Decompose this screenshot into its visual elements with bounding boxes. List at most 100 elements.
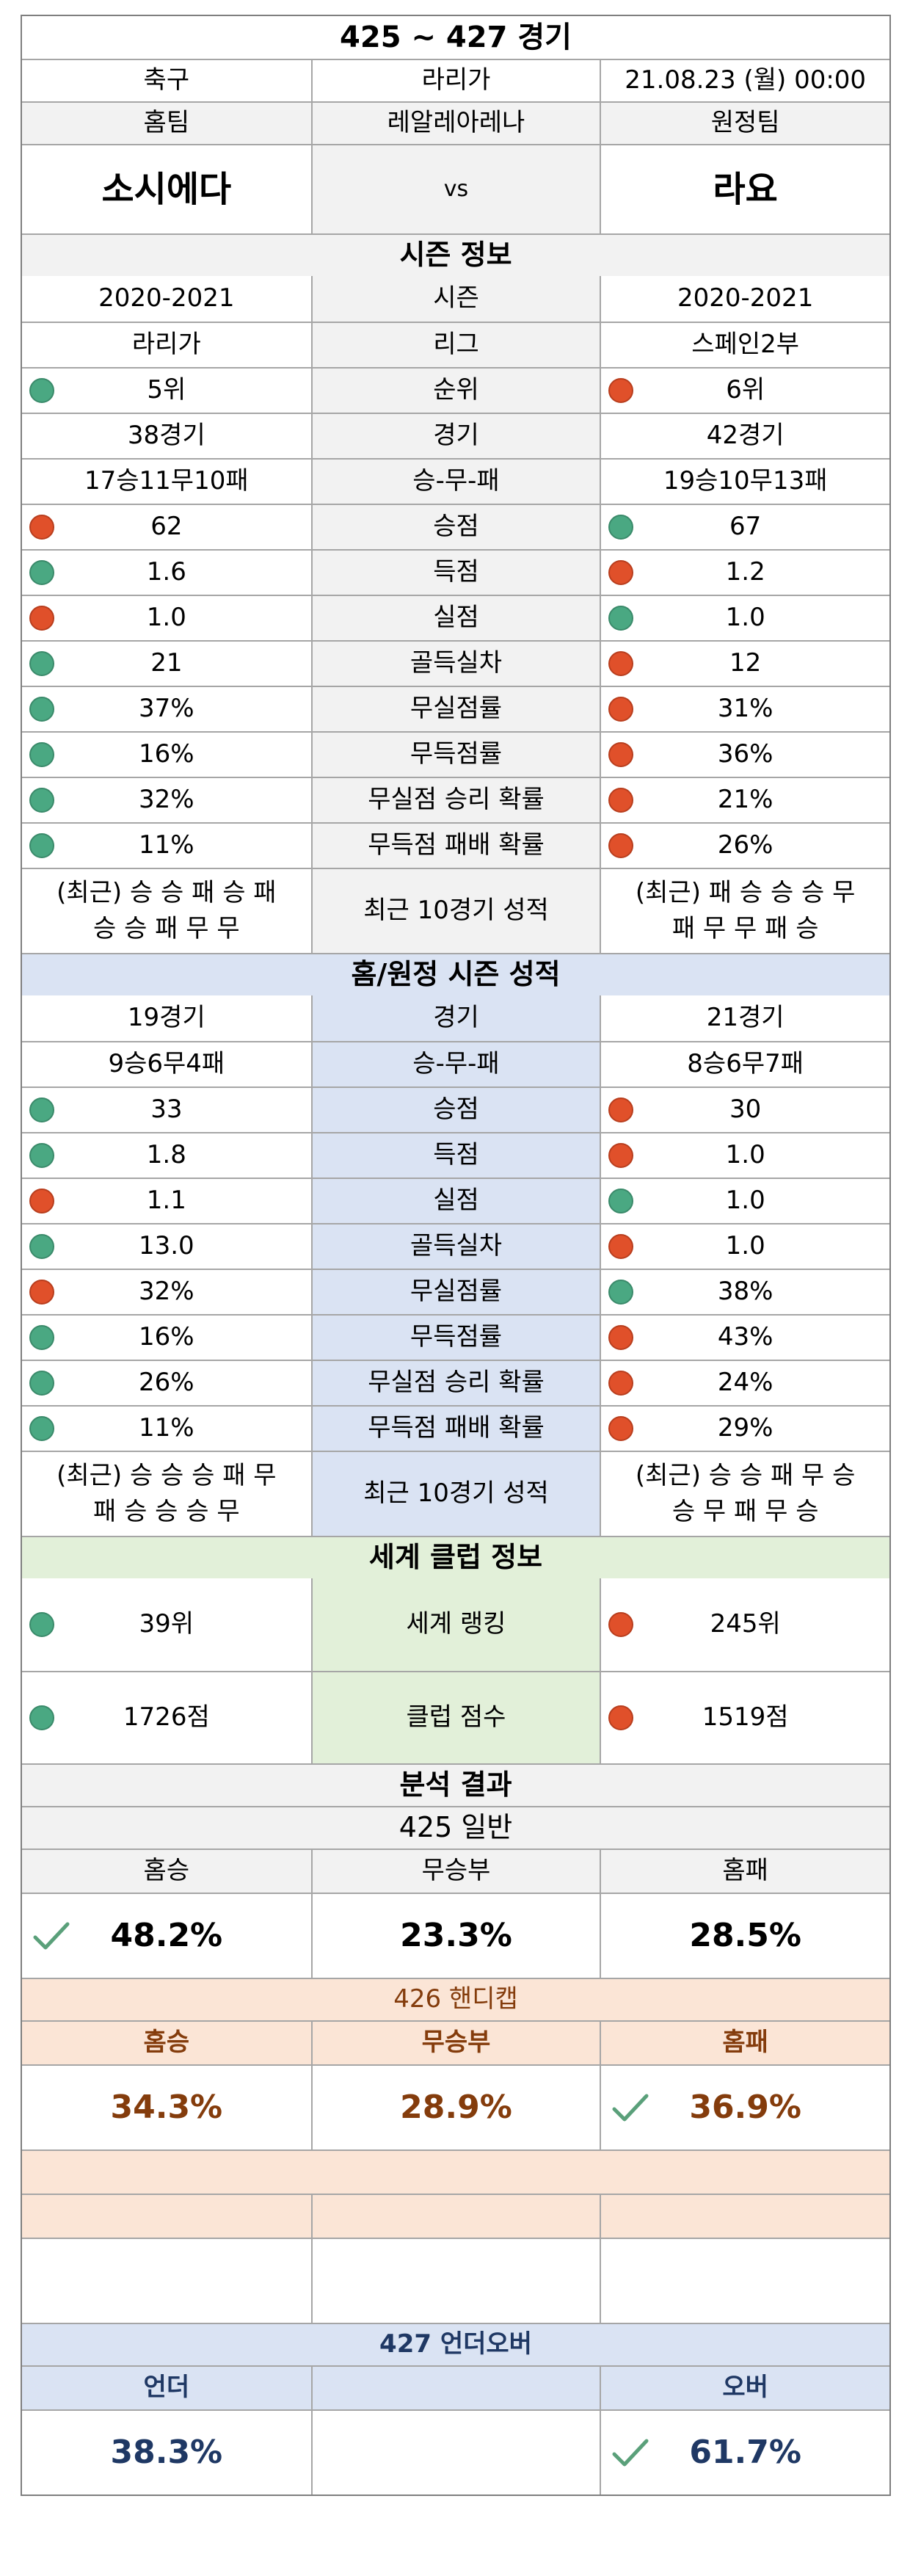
- title-row: 425 ~ 427 경기: [22, 16, 889, 59]
- home-stat-value: 32%: [139, 785, 194, 815]
- home-stat-value: 라리가: [131, 330, 201, 360]
- stat-label: 리그: [433, 330, 479, 360]
- home-stat-value: 1726점: [123, 1702, 210, 1733]
- sport-label: 축구: [143, 65, 190, 95]
- away-value-cell: 42경기: [600, 414, 889, 458]
- match-title: 425 ~ 427 경기: [340, 21, 572, 54]
- home-recent-line1: (최근) 승 승 패 승 패: [57, 877, 277, 907]
- checkmark-icon: [612, 2439, 649, 2467]
- analysis-section-header: 분석 결과: [22, 1763, 889, 1806]
- home-value-cell: 13.0: [22, 1224, 311, 1269]
- home-value-cell: 26%: [22, 1361, 311, 1405]
- home-recent-form: (최근) 승 승 승 패 무 패 승 승 승 무: [22, 1452, 311, 1536]
- underover-title-row: 427 언더오버: [22, 2323, 889, 2365]
- away-stat-value: 1.2: [725, 557, 765, 587]
- red-indicator-icon: [608, 378, 634, 403]
- season-stat-row: 2020-2021 시즌 2020-2021: [22, 276, 889, 322]
- away-value-cell: 8승6무7패: [600, 1042, 889, 1086]
- season-stat-row: 1.6 득점 1.2: [22, 549, 889, 595]
- stat-label-cell: 세계 랭킹: [310, 1578, 600, 1671]
- home-value-cell: 62: [22, 505, 311, 549]
- homeaway-section-header: 홈/원정 시즌 성적: [22, 953, 889, 995]
- blank-cell: [310, 2195, 600, 2238]
- away-stat-value: 42경기: [706, 421, 785, 451]
- green-indicator-icon: [29, 833, 54, 858]
- home-stat-value: 11%: [139, 1413, 194, 1443]
- red-indicator-icon: [608, 1416, 634, 1441]
- away-stat-value: 245위: [710, 1609, 781, 1639]
- handicap-home-loss-label: 홈패: [600, 2022, 889, 2064]
- general-home-win-value: 48.2%: [22, 1894, 311, 1978]
- homeaway-recent-row: (최근) 승 승 승 패 무 패 승 승 승 무 최근 10경기 성적 (최근)…: [22, 1451, 889, 1536]
- away-value-cell: 21%: [600, 778, 889, 822]
- handicap-home-win-value: 34.3%: [22, 2066, 311, 2149]
- blank-cell: [310, 2239, 600, 2323]
- general-title-row: 425 일반: [22, 1806, 889, 1848]
- league-label: 라리가: [310, 60, 600, 101]
- red-indicator-icon: [29, 606, 54, 631]
- green-indicator-icon: [29, 1705, 54, 1730]
- green-indicator-icon: [608, 515, 634, 540]
- recent-label: 최근 10경기 성적: [310, 1452, 600, 1536]
- green-indicator-icon: [29, 788, 54, 813]
- home-stat-value: 16%: [139, 1322, 194, 1352]
- stat-label-cell: 무실점 승리 확률: [310, 778, 600, 822]
- stat-label-cell: 승점: [310, 1088, 600, 1132]
- home-stat-value: 1.6: [146, 557, 186, 587]
- home-recent-line1: (최근) 승 승 승 패 무: [57, 1460, 277, 1490]
- green-indicator-icon: [29, 697, 54, 722]
- general-home-loss-value: 28.5%: [600, 1894, 889, 1978]
- green-indicator-icon: [29, 1097, 54, 1122]
- home-stat-value: 16%: [139, 739, 194, 769]
- world-section-header: 세계 클럽 정보: [22, 1536, 889, 1578]
- home-value-cell: 32%: [22, 778, 311, 822]
- handicap-home-loss-value: 36.9%: [600, 2066, 889, 2149]
- away-recent-line1: (최근) 패 승 승 승 무: [635, 877, 856, 907]
- red-indicator-icon: [608, 1234, 634, 1259]
- blank-cell: [310, 2367, 600, 2409]
- away-stat-value: 67: [729, 512, 762, 542]
- red-indicator-icon: [608, 742, 634, 767]
- home-value-cell: 32%: [22, 1270, 311, 1314]
- away-stat-value: 29%: [717, 1413, 774, 1443]
- season-stat-row: 라리가 리그 스페인2부: [22, 322, 889, 367]
- green-indicator-icon: [29, 1416, 54, 1441]
- info-row: 축구 라리가 21.08.23 (월) 00:00: [22, 59, 889, 101]
- away-value-cell: 스페인2부: [600, 323, 889, 367]
- away-stat-value: 30: [729, 1095, 762, 1125]
- red-indicator-icon: [608, 651, 634, 676]
- home-value-cell: 11%: [22, 1407, 311, 1451]
- stat-label: 무실점 승리 확률: [368, 785, 545, 815]
- away-value-cell: 12: [600, 642, 889, 686]
- stat-label-cell: 경기: [310, 995, 600, 1041]
- home-stat-value: 26%: [139, 1368, 194, 1398]
- green-indicator-icon: [29, 742, 54, 767]
- away-value-cell: 6위: [600, 369, 889, 413]
- away-stat-value: 38%: [717, 1277, 774, 1307]
- home-stat-value: 39위: [139, 1609, 194, 1639]
- stat-label: 무득점률: [410, 739, 503, 769]
- home-stat-value: 21: [150, 648, 183, 678]
- under-label: 언더: [143, 2373, 190, 2403]
- away-recent-line2: 승 무 패 무 승: [671, 1497, 819, 1526]
- stat-label: 실점: [433, 603, 479, 633]
- stat-label-cell: 경기: [310, 414, 600, 458]
- home-value-cell: 17승11무10패: [22, 460, 311, 504]
- homeaway-rows: 19경기 경기 21경기 9승6무4패 승-무-패 8승6무7패 33 승점 30 1.8 득점 1.…: [22, 995, 889, 1451]
- home-stat-value: 13.0: [138, 1231, 194, 1261]
- stat-label: 무득점 패배 확률: [368, 830, 545, 860]
- handicap-values-row: 34.3% 28.9% 36.9%: [22, 2064, 889, 2149]
- world-rows: 39위 세계 랭킹 245위 1726점 클럽 점수 1519점: [22, 1578, 889, 1763]
- away-value-cell: 1519점: [600, 1672, 889, 1763]
- red-indicator-icon: [608, 1097, 634, 1122]
- away-value-cell: 21경기: [600, 995, 889, 1041]
- season-stat-row: 62 승점 67: [22, 504, 889, 549]
- away-stat-value: 19승10무13패: [663, 466, 828, 496]
- stat-label-cell: 득점: [310, 1133, 600, 1178]
- season-stat-row: 5위 순위 6위: [22, 367, 889, 413]
- red-indicator-icon: [608, 1371, 634, 1396]
- stat-label: 순위: [433, 375, 479, 405]
- handicap-draw-pct: 28.9%: [400, 2089, 512, 2127]
- homeaway-stat-row: 1.1 실점 1.0: [22, 1178, 889, 1223]
- green-indicator-icon: [29, 1234, 54, 1259]
